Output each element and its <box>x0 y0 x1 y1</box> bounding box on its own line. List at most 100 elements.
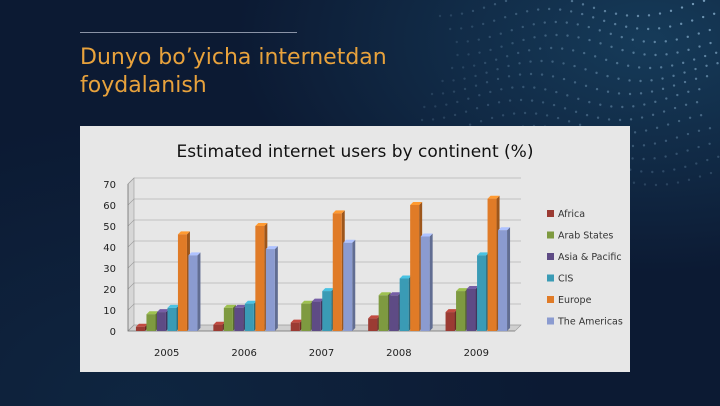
legend-swatch <box>547 317 554 325</box>
decor-dot <box>540 73 544 76</box>
bar-top <box>466 286 479 289</box>
bar <box>135 326 145 331</box>
x-tick-label: 2008 <box>386 348 411 359</box>
decor-dot <box>698 175 702 178</box>
bar-top <box>177 231 190 235</box>
decor-dot <box>494 58 498 61</box>
decor-dot <box>617 92 621 95</box>
decor-dot <box>665 97 668 100</box>
gridline <box>127 282 521 290</box>
legend-label: Europe <box>558 295 592 306</box>
decor-dot <box>684 103 688 107</box>
decor-dot <box>478 94 481 97</box>
decor-dot <box>530 99 534 102</box>
bar <box>456 291 466 331</box>
decor-dot <box>492 19 496 22</box>
bar-top <box>255 223 268 226</box>
decor-dot <box>703 54 707 58</box>
bar <box>244 303 254 331</box>
bar-top <box>477 252 490 256</box>
decor-dot <box>658 12 662 15</box>
decor-dot <box>463 77 466 80</box>
decor-dot <box>676 181 680 184</box>
decor-dot <box>628 92 632 96</box>
decor-dot <box>438 14 442 18</box>
decor-dot <box>479 120 483 123</box>
decor-dot <box>470 25 474 28</box>
decor-dot <box>709 41 712 45</box>
bar-chart: Estimated internet users by continent (%… <box>103 142 623 359</box>
decor-dot <box>610 105 613 108</box>
decor-dot <box>455 40 458 44</box>
decor-dot <box>614 12 618 15</box>
decor-dot <box>670 64 674 67</box>
decor-dot <box>576 23 579 26</box>
decor-dot <box>490 116 494 120</box>
x-tick-label: 2006 <box>231 348 256 359</box>
legend-label: CIS <box>558 274 573 285</box>
decor-dot <box>631 38 634 41</box>
decor-dot <box>595 87 599 91</box>
decor-dot <box>620 35 623 39</box>
decor-dot <box>604 58 608 62</box>
decor-dot <box>554 20 557 24</box>
decor-dot <box>581 3 585 6</box>
decor-dot <box>697 129 701 133</box>
decor-dot <box>699 113 703 117</box>
decor-dot <box>571 49 575 52</box>
decor-dot <box>675 38 678 41</box>
bar-top <box>343 239 356 243</box>
decor-dot <box>716 61 719 65</box>
decor-dot <box>659 66 663 69</box>
decor-dot <box>615 61 619 65</box>
bar-side <box>197 252 201 331</box>
decor-dot <box>613 22 617 26</box>
decor-dot <box>642 40 645 43</box>
decor-dot <box>496 77 500 81</box>
decor-dot <box>567 120 571 123</box>
legend-swatch <box>547 210 554 217</box>
bar-top <box>498 227 511 231</box>
bar <box>255 226 265 331</box>
legend-swatch <box>547 253 554 260</box>
decor-dot <box>452 79 455 82</box>
decor-dot <box>450 66 454 70</box>
x-tick-label: 2005 <box>154 348 179 359</box>
decor-dot <box>533 86 536 89</box>
decor-dot <box>449 14 453 17</box>
decor-dot <box>585 113 589 117</box>
decor-dot <box>549 46 553 50</box>
decor-dot <box>532 23 535 26</box>
decor-dot <box>677 119 681 123</box>
chart-title: Estimated internet users by continent (%… <box>177 142 534 162</box>
decor-dot <box>675 136 679 139</box>
decor-dot <box>518 73 522 76</box>
decor-dot <box>705 64 708 68</box>
decor-dot <box>602 19 606 23</box>
decor-dot <box>705 74 709 78</box>
decor-dot <box>453 113 457 117</box>
decor-dot <box>445 103 448 106</box>
decor-dot <box>683 71 686 74</box>
decor-dot <box>712 12 716 16</box>
bar <box>146 314 156 331</box>
decor-dot <box>441 92 445 95</box>
decor-dot <box>690 19 694 22</box>
decor-dot <box>708 126 712 130</box>
bar-top <box>244 300 257 304</box>
decor-dot <box>643 53 646 56</box>
chart-panel: Estimated internet users by continent (%… <box>80 126 630 372</box>
bar-top <box>311 298 324 302</box>
decor-dot <box>694 67 697 71</box>
bar-side <box>352 239 356 331</box>
decor-dot <box>504 0 508 3</box>
bar <box>332 213 342 331</box>
decor-dot <box>639 92 643 95</box>
decor-dot <box>686 132 690 136</box>
decor-dot <box>692 58 696 61</box>
bar-top <box>188 252 201 256</box>
legend-swatch <box>547 274 554 282</box>
decor-dot <box>698 87 701 91</box>
decor-dot <box>452 90 456 93</box>
decor-dot <box>474 74 477 78</box>
